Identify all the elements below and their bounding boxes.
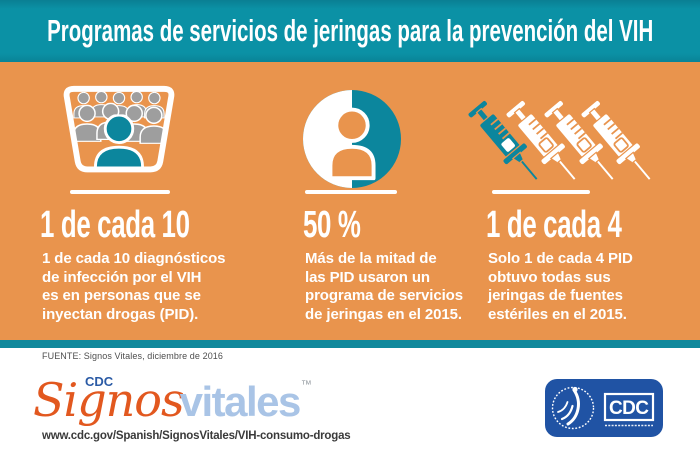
stat-body: Solo 1 de cada 4 PID obtuvo todas sus je…: [488, 250, 633, 323]
divider-line: [492, 190, 590, 194]
teal-divider-strip: [0, 340, 700, 348]
half-circle-person-icon: [303, 90, 401, 193]
stat-column-ssp-use: 50 % Más de la mitad de las PID usaron u…: [303, 62, 488, 340]
stat-column-pid-diagnoses: 1 de cada 10 1 de cada 10 diagnósticos d…: [40, 62, 258, 340]
cdc-wordmark-small: CDC: [85, 374, 114, 389]
stat-headline: 1 de cada 10: [40, 204, 190, 246]
divider-line: [70, 190, 170, 194]
header-bar: Programas de servicios de jeringas para …: [0, 0, 700, 62]
stat-body: 1 de cada 10 diagnósticos de infección p…: [42, 250, 226, 323]
source-citation: FUENTE: Signos Vitales, diciembre de 201…: [42, 351, 224, 361]
stat-column-sterile-syringes: 1 de cada 4 Solo 1 de cada 4 PID obtuvo …: [455, 62, 670, 340]
logo-word-vitales: vitales: [179, 378, 302, 425]
trademark-symbol: ™: [300, 379, 312, 391]
stat-headline: 1 de cada 4: [486, 204, 622, 246]
signos-vitales-logo: Signosvitales™: [33, 377, 312, 423]
divider-line: [305, 190, 397, 194]
crowd-icon: [50, 82, 188, 197]
stat-body: Más de la mitad de las PID usaron un pro…: [305, 250, 463, 323]
stat-headline: 50 %: [303, 204, 361, 246]
hhs-eagle-icon: [551, 386, 595, 430]
cdc-badge-text: CDC: [609, 398, 649, 419]
cdc-logo: CDC: [603, 392, 655, 427]
page-title: Programas de servicios de jeringas para …: [46, 13, 654, 48]
logo-word-signos: Signos: [33, 373, 185, 427]
hhs-cdc-badge: CDC: [545, 379, 663, 442]
stats-band: 1 de cada 10 1 de cada 10 diagnósticos d…: [0, 62, 700, 340]
footer-url: www.cdc.gov/Spanish/SignosVitales/VIH-co…: [42, 430, 351, 442]
